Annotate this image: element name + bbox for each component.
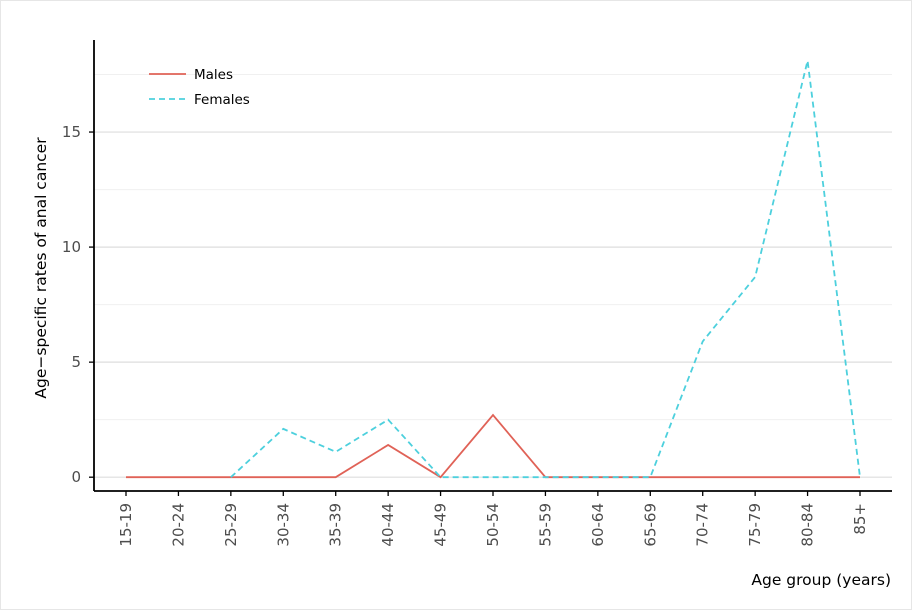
data-point-males [754, 476, 756, 478]
x-tick-label: 25-29 [222, 503, 240, 547]
y-axis-title: Age−specific rates of anal cancer [32, 137, 50, 399]
data-point-females [859, 476, 861, 478]
y-tick-labels: 0 5 10 15 [62, 123, 81, 486]
data-point-females [807, 60, 809, 62]
x-tick-label: 85+ [851, 503, 869, 535]
x-axis-title: Age group (years) [751, 571, 891, 589]
y-tick-label: 5 [71, 353, 81, 371]
legend: Males Females [149, 67, 250, 108]
legend-label-males: Males [194, 67, 233, 83]
x-tick-label: 75-79 [746, 503, 764, 547]
x-tick-label: 35-39 [327, 503, 345, 547]
x-tick-label: 45-49 [432, 503, 450, 547]
data-point-females [282, 428, 284, 430]
x-tick-label: 50-54 [484, 503, 502, 547]
legend-label-females: Females [194, 92, 250, 108]
data-point-females [387, 419, 389, 421]
axes [89, 40, 892, 496]
data-point-males [807, 476, 809, 478]
data-point-females [597, 476, 599, 478]
y-tick-label: 15 [62, 123, 81, 141]
data-point-males [702, 476, 704, 478]
data-point-females [649, 476, 651, 478]
x-tick-labels: 15-19 20-24 25-29 30-34 35-39 40-44 45-49 50-54… [117, 503, 869, 547]
data-point-females [492, 476, 494, 478]
data-point-females [702, 340, 704, 342]
data-point-females [544, 476, 546, 478]
y-tick-label: 10 [62, 238, 81, 256]
data-point-females [335, 451, 337, 453]
data-point-males [125, 476, 127, 478]
x-tick-label: 20-24 [169, 503, 187, 547]
data-point-males [335, 476, 337, 478]
data-point-females [754, 276, 756, 278]
series-line-females [230, 60, 861, 479]
series-line-males [126, 413, 860, 479]
data-point-males [492, 414, 494, 416]
minor-gridlines [94, 74, 892, 421]
x-tick-label: 60-64 [589, 503, 607, 547]
x-tick-label: 15-19 [117, 503, 135, 547]
data-point-females [440, 476, 442, 478]
x-tick-label: 55-59 [536, 503, 554, 547]
x-tick-label: 80-84 [799, 503, 817, 547]
x-tick-label: 30-34 [274, 503, 292, 547]
data-point-males [387, 444, 389, 446]
x-tick-label: 40-44 [379, 503, 397, 547]
y-tick-label: 0 [71, 468, 81, 486]
data-point-males [282, 476, 284, 478]
x-tick-label: 70-74 [694, 503, 712, 547]
data-point-males [177, 476, 179, 478]
x-tick-label: 65-69 [641, 503, 659, 547]
data-point-females [230, 476, 232, 478]
series-lines [125, 60, 861, 479]
